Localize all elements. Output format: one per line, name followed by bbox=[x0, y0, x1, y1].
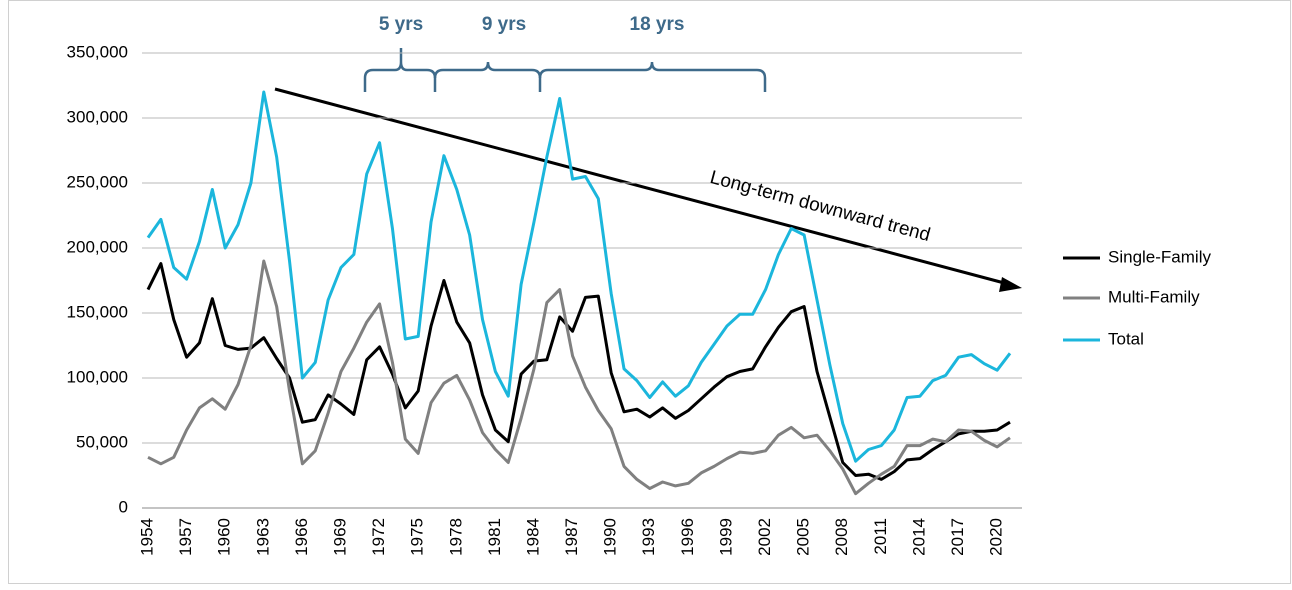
x-tick-label: 1969 bbox=[330, 518, 349, 556]
x-tick-label: 2005 bbox=[794, 518, 813, 556]
x-tick-label: 2011 bbox=[871, 518, 890, 555]
braces bbox=[363, 48, 767, 92]
y-tick-label: 300,000 bbox=[67, 107, 128, 126]
x-tick-label: 1993 bbox=[639, 518, 658, 556]
annotation: 18 yrs bbox=[630, 14, 685, 35]
x-tick-label: 1972 bbox=[369, 518, 388, 556]
series-line bbox=[146, 90, 1012, 463]
series-line bbox=[147, 259, 1011, 496]
x-tick-label: 1957 bbox=[176, 518, 195, 556]
x-tick-label: 1990 bbox=[601, 518, 620, 556]
x-tick-label: 1960 bbox=[215, 518, 234, 556]
x-tick-label: 2002 bbox=[755, 518, 774, 556]
y-tick-label: 0 bbox=[119, 497, 128, 516]
legend-label: Multi-Family bbox=[1108, 287, 1200, 306]
legend-label: Single-Family bbox=[1108, 247, 1211, 266]
y-tick-label: 200,000 bbox=[67, 237, 128, 256]
legend-label: Total bbox=[1108, 329, 1144, 348]
y-tick-label: 50,000 bbox=[76, 432, 128, 451]
x-tick-label: 1999 bbox=[716, 518, 735, 556]
x-tick-label: 2014 bbox=[909, 518, 928, 556]
y-tick-label: 150,000 bbox=[67, 302, 128, 321]
trend-arrow bbox=[274, 87, 1009, 286]
x-tick-label: 2008 bbox=[832, 518, 851, 556]
y-tick-label: 350,000 bbox=[67, 42, 128, 61]
brace-18 bbox=[538, 61, 767, 92]
y-tick-label: 100,000 bbox=[67, 367, 128, 386]
series-line bbox=[146, 262, 1011, 481]
x-tick-label: 1978 bbox=[446, 518, 465, 556]
x-tick-label: 1954 bbox=[137, 518, 156, 556]
x-tick-label: 1966 bbox=[292, 518, 311, 556]
x-tick-label: 2020 bbox=[987, 518, 1006, 556]
annotation: 5 yrs bbox=[379, 14, 423, 35]
annotation: 9 yrs bbox=[482, 14, 526, 35]
x-tick-label: 1975 bbox=[408, 518, 427, 556]
trend-arrowhead bbox=[999, 277, 1022, 292]
x-tick-label: 2017 bbox=[948, 518, 967, 556]
y-tick-label: 250,000 bbox=[67, 172, 128, 191]
x-tick-label: 1963 bbox=[253, 518, 272, 556]
chart-frame bbox=[8, 0, 1291, 584]
x-tick-label: 1981 bbox=[485, 518, 504, 556]
x-tick-label: 1984 bbox=[523, 518, 542, 556]
x-tick-label: 1996 bbox=[678, 518, 697, 556]
x-tick-label: 1987 bbox=[562, 518, 581, 556]
